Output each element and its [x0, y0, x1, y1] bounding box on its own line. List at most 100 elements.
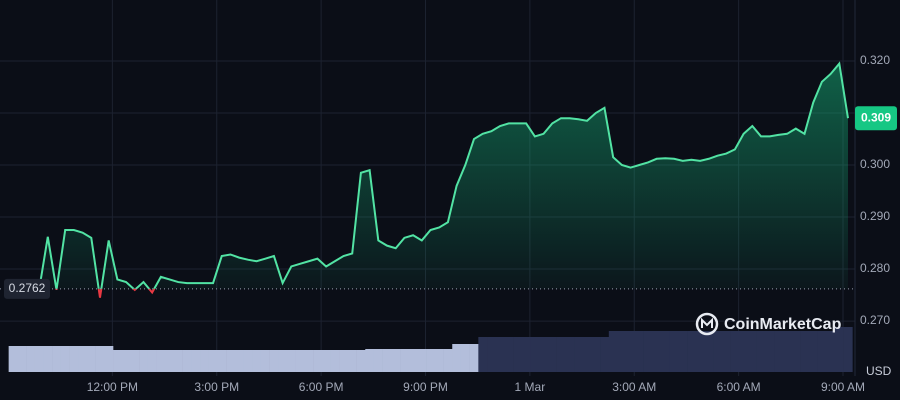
volume-bar [356, 350, 366, 372]
volume-bar [113, 350, 123, 372]
volume-bar [800, 331, 810, 372]
volume-bar [626, 331, 636, 372]
volume-bar [521, 337, 531, 372]
volume-bar [286, 350, 296, 372]
y-tick-label: 0.270 [860, 313, 890, 327]
volume-bar [52, 346, 62, 372]
volume-bar [269, 350, 279, 372]
volume-bar [60, 346, 70, 372]
volume-bar [547, 337, 557, 372]
volume-bar [156, 350, 166, 372]
volume-bar [200, 350, 210, 372]
volume-bar [104, 346, 114, 372]
volume-bar [704, 331, 714, 372]
volume-bar [191, 350, 201, 372]
volume-bar [26, 346, 36, 372]
volume-bar [695, 331, 705, 372]
volume-bar [713, 331, 723, 372]
volume-bar [574, 337, 584, 372]
x-tick-label: 6:00 AM [717, 380, 761, 394]
volume-bar [582, 337, 592, 372]
volume-bar [504, 337, 514, 372]
volume-bar [182, 350, 192, 372]
volume-bar [556, 337, 566, 372]
price-line-down [16, 288, 156, 298]
volume-bar [278, 350, 288, 372]
volume-bar [643, 331, 653, 372]
volume-bar [304, 350, 314, 372]
volume-bar [373, 349, 383, 372]
volume-bar [339, 350, 349, 372]
volume-bar [69, 346, 79, 372]
volume-bar [217, 350, 227, 372]
volume-bar [234, 350, 244, 372]
volume-bar [426, 349, 436, 372]
volume-bar [321, 350, 331, 372]
volume-bar [260, 350, 270, 372]
x-tick-label: 6:00 PM [299, 380, 344, 394]
volume-bar [791, 331, 801, 372]
y-tick-label: 0.300 [860, 157, 890, 171]
volume-bar [365, 349, 375, 372]
volume-bar [826, 331, 836, 372]
volume-bar [834, 327, 844, 372]
volume-bar [130, 350, 140, 372]
volume-bar [539, 337, 549, 372]
volume-bar [782, 331, 792, 372]
volume-bar [513, 337, 523, 372]
volume-bar [765, 331, 775, 372]
volume-bar [139, 350, 149, 372]
volume-bar [34, 346, 44, 372]
x-tick-label: 9:00 AM [821, 380, 865, 394]
volume-bar [243, 350, 253, 372]
volume-bar [808, 331, 818, 372]
volume-bar [173, 350, 183, 372]
volume-bar [147, 350, 157, 372]
volume-bar [721, 331, 731, 372]
volume-bar [530, 337, 540, 372]
volume-bar [400, 349, 410, 372]
price-badge [855, 106, 897, 131]
volume-bar [417, 349, 427, 372]
volume-bar [95, 346, 105, 372]
volume-bar [86, 346, 96, 372]
y-tick-label: 0.280 [860, 261, 890, 275]
volume-bar [756, 331, 766, 372]
volume-bar [17, 346, 27, 372]
volume-bar [8, 346, 18, 372]
volume-bar [252, 350, 262, 372]
volume-bar [817, 331, 827, 372]
x-tick-label: 9:00 PM [403, 380, 448, 394]
baseline-label-box [4, 278, 50, 299]
y-tick-label: 0.320 [860, 53, 890, 67]
volume-bar [652, 331, 662, 372]
currency-label: USD [866, 364, 892, 378]
volume-bar [843, 327, 853, 372]
price-line [12, 61, 849, 289]
volume-bar [634, 331, 644, 372]
watermark-icon-m [701, 317, 713, 328]
volume-bar [226, 350, 236, 372]
watermark: CoinMarketCap [695, 312, 842, 336]
volume-bar [660, 331, 670, 372]
x-tick-label: 12:00 PM [87, 380, 138, 394]
volume-bar [347, 350, 357, 372]
watermark-icon [695, 312, 719, 336]
volume-bar [469, 344, 479, 372]
x-tick-label: 3:00 PM [194, 380, 239, 394]
volume-bar [774, 331, 784, 372]
volume-bar [678, 331, 688, 372]
volume-bar [687, 331, 697, 372]
price-area [13, 63, 848, 289]
volume-bar [460, 344, 470, 372]
volume-bar [382, 349, 392, 372]
volume-bar [208, 350, 218, 372]
volume-bar [617, 331, 627, 372]
price-badge-label: 0.309 [861, 110, 891, 124]
volume-bar [330, 350, 340, 372]
volume-bar [739, 331, 749, 372]
x-tick-label: 1 Mar [515, 380, 546, 394]
watermark-text: CoinMarketCap [724, 316, 842, 333]
x-tick-label: 3:00 AM [612, 380, 656, 394]
